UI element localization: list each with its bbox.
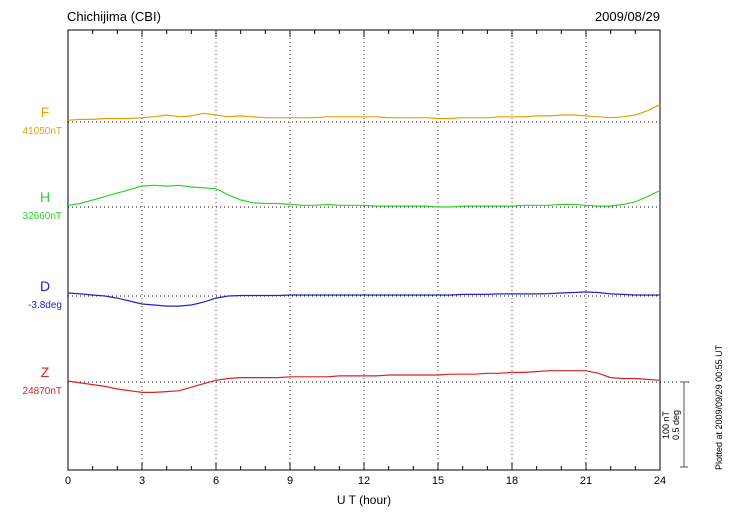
x-tick-label: 12 (357, 475, 371, 487)
channel-baseline-value-H: 32660nT (22, 211, 62, 222)
x-tick-label: 18 (505, 475, 519, 487)
trace-H (67, 184, 661, 208)
channel-label-D: D (39, 278, 51, 294)
x-tick-label: 3 (138, 475, 146, 487)
x-tick-label: 24 (653, 475, 667, 487)
x-axis-label: U T (hour) (336, 493, 392, 507)
scale-bar-deg-label: 0.5 deg (671, 409, 681, 441)
scale-bar-label: 100 nT 0.5 deg (661, 394, 681, 456)
channel-baseline-value-F: 41050nT (22, 126, 62, 137)
x-tick-label: 0 (64, 475, 72, 487)
scale-bar-nt-label: 100 nT (661, 410, 671, 440)
x-tick-label: 6 (212, 475, 220, 487)
channel-baseline-value-Z: 24870nT (22, 386, 62, 397)
trace-F (67, 104, 661, 121)
channel-baseline-value-D: -3.8deg (28, 300, 62, 311)
x-tick-label: 15 (431, 475, 445, 487)
plot-date: 2009/08/29 (594, 9, 660, 24)
trace-Z (67, 370, 661, 393)
x-tick-label: 21 (579, 475, 593, 487)
channel-label-F: F (40, 104, 50, 120)
channel-label-Z: Z (40, 364, 50, 380)
plotted-at-note: Plotted at 2009/09/29 00:55 UT (714, 344, 724, 470)
station-title: Chichijima (CBI) (67, 9, 161, 24)
trace-D (67, 291, 660, 307)
x-tick-label: 9 (286, 475, 294, 487)
channel-label-H: H (39, 189, 51, 205)
